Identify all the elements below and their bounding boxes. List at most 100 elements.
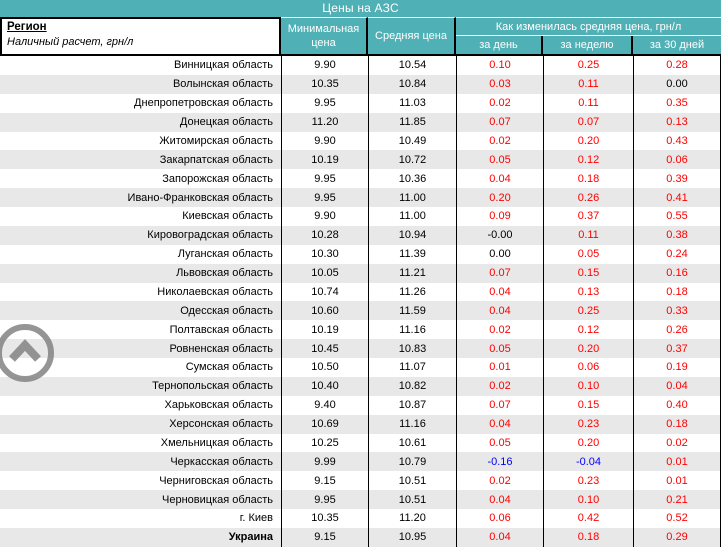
avg-price-value: 10.84 — [368, 75, 456, 94]
change-day-value: 0.10 — [456, 56, 543, 75]
change-month-value: 0.33 — [633, 301, 721, 320]
change-day-value: 0.01 — [456, 358, 543, 377]
change-week-value: 0.11 — [543, 94, 633, 113]
region-name: Ивано-Франковская область — [0, 188, 281, 207]
change-week-value: 0.37 — [543, 207, 633, 226]
min-price-value: 11.20 — [281, 113, 368, 132]
column-header-change-week: за неделю — [543, 36, 633, 54]
min-price-value: 9.90 — [281, 56, 368, 75]
table-row: Херсонская область10.6911.160.040.230.18 — [0, 415, 721, 434]
avg-price-value: 10.82 — [368, 377, 456, 396]
change-day-value: 0.02 — [456, 94, 543, 113]
change-week-value: 0.15 — [543, 396, 633, 415]
table-row: Житомирская область9.9010.490.020.200.43 — [0, 132, 721, 151]
region-name: Днепропетровская область — [0, 94, 281, 113]
table-row: Ровненская область10.4510.830.050.200.37 — [0, 339, 721, 358]
table-row: Тернопольская область10.4010.820.020.100… — [0, 377, 721, 396]
change-day-value: 0.02 — [456, 132, 543, 151]
change-day-value: 0.04 — [456, 301, 543, 320]
change-day-value: 0.07 — [456, 113, 543, 132]
change-day-value: 0.06 — [456, 509, 543, 528]
table-header: Регион Наличный расчет, грн/л Минимальна… — [0, 17, 721, 56]
table-row: Украина9.1510.950.040.180.29 — [0, 528, 721, 547]
change-month-value: 0.39 — [633, 169, 721, 188]
table-row: Запорожская область9.9510.360.040.180.39 — [0, 169, 721, 188]
change-week-value: 0.42 — [543, 509, 633, 528]
min-price-value: 10.74 — [281, 283, 368, 302]
change-month-value: 0.21 — [633, 490, 721, 509]
change-week-value: 0.18 — [543, 169, 633, 188]
region-name: Черкасская область — [0, 452, 281, 471]
table-row: Киевская область9.9011.000.090.370.55 — [0, 207, 721, 226]
change-day-value: 0.02 — [456, 320, 543, 339]
region-name: г. Киев — [0, 509, 281, 528]
change-month-value: 0.18 — [633, 283, 721, 302]
change-day-value: 0.05 — [456, 434, 543, 453]
table-row: Кировоградская область10.2810.94-0.000.1… — [0, 226, 721, 245]
change-week-value: 0.10 — [543, 377, 633, 396]
avg-price-value: 10.79 — [368, 452, 456, 471]
change-month-value: 0.19 — [633, 358, 721, 377]
change-week-value: 0.13 — [543, 283, 633, 302]
min-price-value: 10.60 — [281, 301, 368, 320]
min-price-value: 9.99 — [281, 452, 368, 471]
change-week-value: 0.20 — [543, 132, 633, 151]
avg-price-value: 10.51 — [368, 471, 456, 490]
min-price-value: 10.19 — [281, 150, 368, 169]
change-day-value: -0.16 — [456, 452, 543, 471]
min-price-value: 10.30 — [281, 245, 368, 264]
table-body: Винницкая область9.9010.540.100.250.28Во… — [0, 56, 721, 547]
min-price-value: 9.90 — [281, 207, 368, 226]
change-week-value: 0.15 — [543, 264, 633, 283]
table-row: Одесская область10.6011.590.040.250.33 — [0, 301, 721, 320]
avg-price-value: 11.07 — [368, 358, 456, 377]
avg-price-value: 10.51 — [368, 490, 456, 509]
min-price-value: 10.40 — [281, 377, 368, 396]
avg-price-value: 11.21 — [368, 264, 456, 283]
avg-price-value: 11.39 — [368, 245, 456, 264]
change-month-value: 0.01 — [633, 471, 721, 490]
scroll-top-button[interactable] — [0, 324, 54, 382]
change-day-value: 0.04 — [456, 490, 543, 509]
change-month-value: 0.29 — [633, 528, 721, 547]
table-row: Черкасская область9.9910.79-0.16-0.040.0… — [0, 452, 721, 471]
min-price-value: 9.95 — [281, 94, 368, 113]
change-week-value: 0.11 — [543, 75, 633, 94]
avg-price-value: 10.83 — [368, 339, 456, 358]
avg-price-value: 10.61 — [368, 434, 456, 453]
avg-price-value: 10.54 — [368, 56, 456, 75]
change-month-value: 0.52 — [633, 509, 721, 528]
column-header-region: Регион Наличный расчет, грн/л — [0, 17, 281, 54]
change-month-value: 0.35 — [633, 94, 721, 113]
change-group-label: Как изменилась средняя цена, грн/л — [456, 17, 721, 36]
min-price-value: 9.95 — [281, 490, 368, 509]
change-month-value: 0.06 — [633, 150, 721, 169]
change-day-value: 0.05 — [456, 339, 543, 358]
change-week-value: 0.23 — [543, 415, 633, 434]
avg-price-value: 10.95 — [368, 528, 456, 547]
change-week-value: 0.11 — [543, 226, 633, 245]
change-day-value: -0.00 — [456, 226, 543, 245]
region-name: Луганская область — [0, 245, 281, 264]
change-week-value: 0.07 — [543, 113, 633, 132]
change-month-value: 0.28 — [633, 56, 721, 75]
change-subheaders: за день за неделю за 30 дней — [456, 36, 721, 54]
change-week-value: 0.10 — [543, 490, 633, 509]
table-row: Днепропетровская область9.9511.030.020.1… — [0, 94, 721, 113]
region-name: Кировоградская область — [0, 226, 281, 245]
change-month-value: 0.18 — [633, 415, 721, 434]
column-header-change-month: за 30 дней — [633, 36, 721, 54]
min-price-value: 9.15 — [281, 528, 368, 547]
change-month-value: 0.40 — [633, 396, 721, 415]
column-header-avg-price: Средняя цена — [368, 17, 456, 54]
page-title: Цены на АЗС — [0, 0, 721, 17]
region-header-label: Регион — [7, 21, 279, 33]
change-day-value: 0.00 — [456, 245, 543, 264]
table-row: Хмельницкая область10.2510.610.050.200.0… — [0, 434, 721, 453]
change-week-value: 0.25 — [543, 301, 633, 320]
change-day-value: 0.20 — [456, 188, 543, 207]
change-month-value: 0.16 — [633, 264, 721, 283]
min-price-value: 9.95 — [281, 169, 368, 188]
table-row: Луганская область10.3011.390.000.050.24 — [0, 245, 721, 264]
region-name: Черновицкая область — [0, 490, 281, 509]
